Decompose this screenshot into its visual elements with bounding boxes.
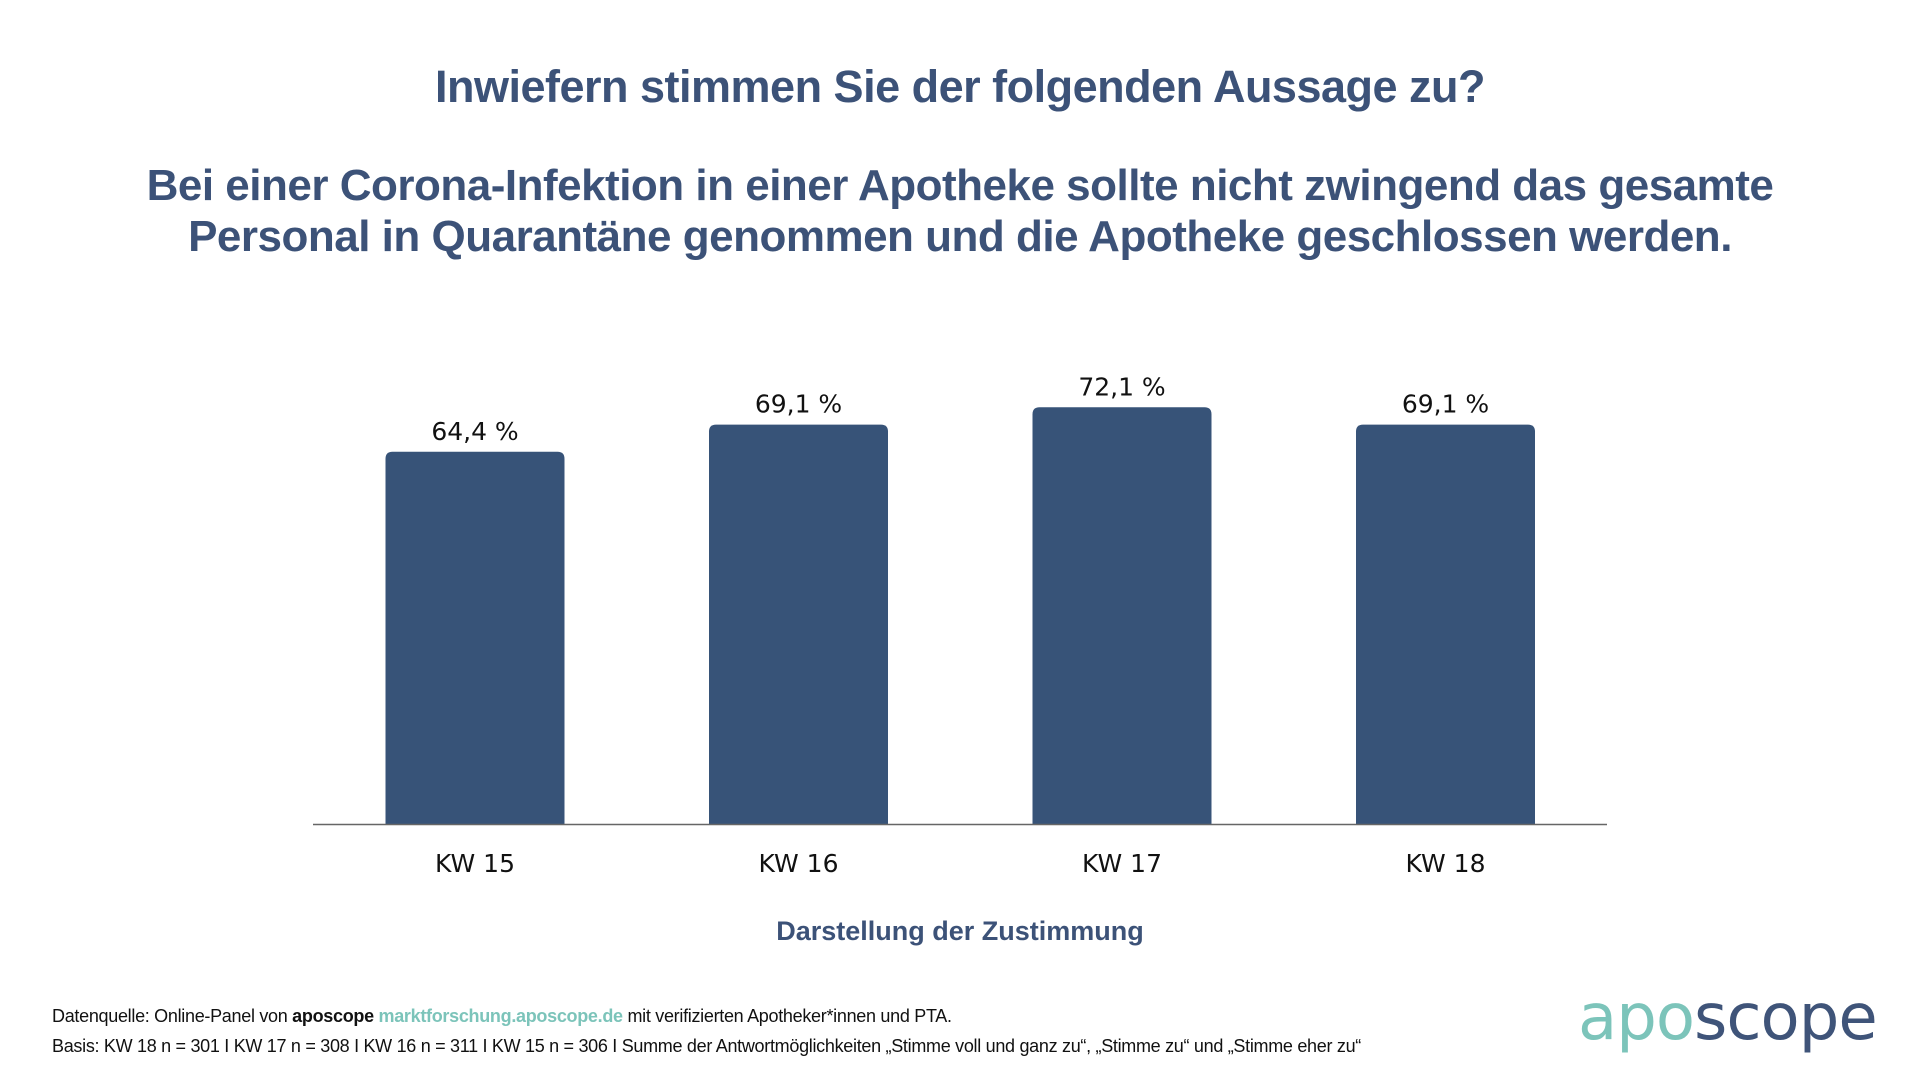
footer-basis: Basis: KW 18 n = 301 I KW 17 n = 308 I K… [52, 1036, 1361, 1056]
source-brand: aposcope [292, 1006, 374, 1026]
labels-group: 64,4 % KW 15 69,1 % KW 16 72,1 % KW 17 69,1 % K… [431, 372, 1489, 878]
value-label: 64,4 % [431, 417, 518, 446]
source-prefix: Datenquelle: Online-Panel von [52, 1006, 293, 1026]
aposcope-logo: aposcope [1578, 981, 1878, 1055]
chart-statement-title: Bei einer Corona-Infektion in einer Apot… [0, 160, 1920, 262]
logo-part-apo: apo [1578, 981, 1695, 1055]
bars-group [385, 407, 1535, 824]
x-axis-title: Darstellung der Zustimmung [776, 916, 1144, 946]
bar-kw-15 [385, 451, 565, 824]
category-label: KW 15 [435, 849, 515, 878]
value-label: 69,1 % [755, 390, 842, 419]
logo-part-scope: scope [1694, 981, 1878, 1055]
bar-kw-18 [1356, 424, 1535, 824]
category-label: KW 18 [1406, 849, 1486, 878]
source-link[interactable]: marktforschung.aposcope.de [378, 1006, 624, 1026]
category-label: KW 16 [759, 849, 839, 878]
bar-kw-17 [1032, 407, 1212, 824]
value-label: 72,1 % [1078, 372, 1165, 401]
chart-question-title: Inwiefern stimmen Sie der folgenden Auss… [434, 61, 1486, 112]
category-label: KW 17 [1082, 849, 1162, 878]
source-suffix: mit verifizierten Apotheker*innen und PT… [622, 1006, 952, 1026]
statement-line-2: Personal in Quarantäne genommen und die … [188, 212, 1732, 261]
footer-source: Datenquelle: Online-Panel von aposcope m… [52, 1006, 952, 1027]
statement-line-1: Bei einer Corona-Infektion in einer Apot… [146, 161, 1774, 210]
bar-kw-16 [709, 424, 888, 824]
value-label: 69,1 % [1402, 390, 1489, 419]
